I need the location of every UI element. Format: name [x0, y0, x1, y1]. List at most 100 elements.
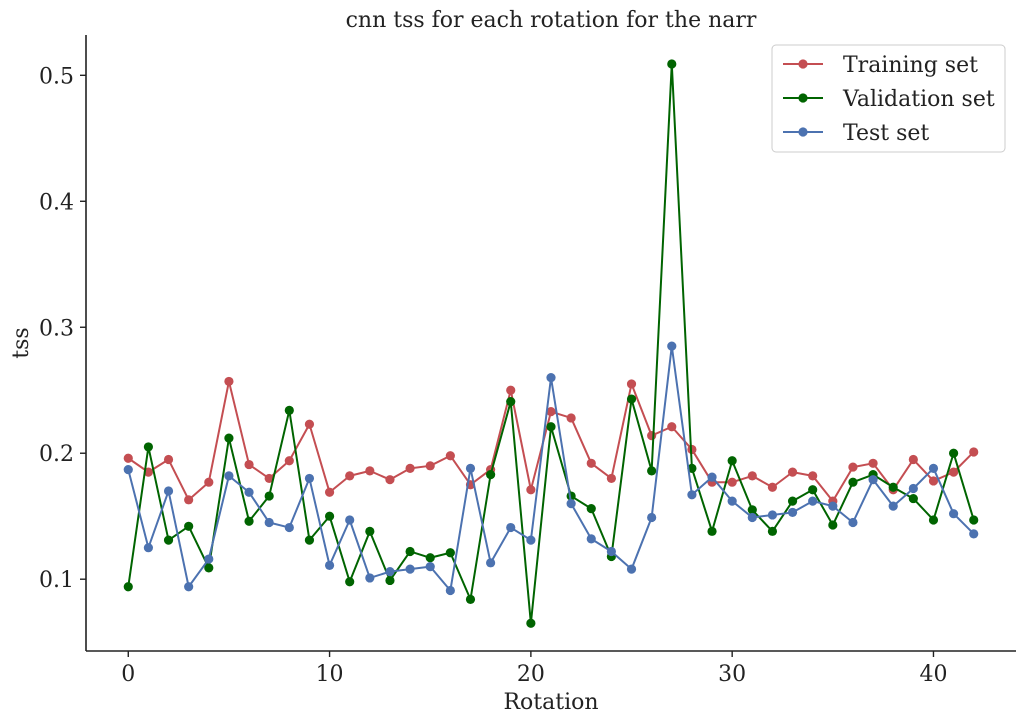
data-point — [566, 499, 576, 509]
data-point — [304, 535, 315, 545]
data-point — [284, 405, 294, 415]
chart-title: cnn tss for each rotation for the narr — [346, 8, 757, 33]
data-point — [546, 373, 556, 383]
data-point — [747, 471, 757, 481]
data-point — [888, 501, 898, 511]
data-point — [727, 456, 737, 466]
data-point — [908, 454, 918, 465]
y-ticks: 0.1 0.2 0.3 0.4 0.5 — [39, 64, 86, 593]
data-point — [365, 526, 375, 536]
data-point — [486, 470, 496, 480]
data-point — [324, 487, 335, 497]
y-tick-label: 0.4 — [39, 190, 74, 215]
data-point — [747, 505, 757, 515]
data-point — [787, 507, 798, 518]
data-point — [727, 496, 737, 506]
data-point — [224, 376, 234, 387]
series-line — [127, 380, 975, 503]
data-point — [767, 510, 778, 520]
data-point — [345, 515, 355, 525]
data-point — [606, 473, 616, 484]
data-point — [304, 473, 315, 484]
data-point — [365, 573, 375, 583]
data-point — [707, 472, 717, 482]
data-point — [969, 447, 979, 457]
data-point — [626, 394, 637, 404]
data-point — [425, 553, 435, 563]
data-point — [405, 564, 415, 574]
data-point — [445, 451, 455, 461]
data-point — [445, 548, 455, 558]
series-test-set — [123, 341, 979, 596]
data-point — [667, 59, 677, 69]
series-training-set — [123, 376, 979, 506]
data-point — [667, 422, 677, 432]
axes — [85, 35, 1016, 652]
data-point — [445, 585, 455, 596]
data-point — [908, 483, 918, 494]
data-point — [586, 534, 596, 544]
data-point — [566, 413, 576, 423]
legend-label: Training set — [843, 53, 978, 78]
data-point — [928, 476, 939, 486]
data-point — [465, 594, 476, 604]
data-point — [304, 419, 315, 429]
data-point — [465, 463, 476, 473]
y-axis-label: tss — [9, 327, 34, 358]
data-point — [184, 495, 194, 505]
data-point — [163, 486, 174, 496]
data-point — [324, 511, 335, 521]
data-point — [747, 512, 757, 523]
data-point — [345, 577, 355, 587]
x-tick-label: 40 — [919, 662, 947, 687]
data-point — [626, 564, 637, 574]
data-point — [787, 467, 798, 477]
y-tick-label: 0.3 — [39, 316, 74, 341]
data-point — [506, 522, 516, 533]
data-point — [908, 493, 918, 504]
data-point — [888, 482, 898, 492]
data-point — [264, 517, 274, 528]
data-point — [244, 487, 254, 497]
legend-marker — [798, 127, 808, 137]
data-point — [948, 467, 959, 477]
data-point — [808, 496, 818, 506]
data-point — [385, 475, 395, 485]
data-point — [405, 463, 415, 473]
data-point — [969, 529, 979, 539]
data-point — [123, 453, 133, 463]
data-point — [546, 422, 556, 432]
data-point — [405, 546, 415, 557]
data-point — [808, 471, 818, 481]
data-point — [264, 491, 274, 501]
data-point — [184, 582, 194, 592]
data-point — [767, 526, 778, 536]
data-point — [868, 475, 878, 485]
data-point — [647, 512, 657, 523]
data-point — [204, 477, 214, 487]
data-point — [647, 466, 657, 476]
plot-area — [123, 59, 979, 628]
data-point — [324, 560, 335, 570]
data-point — [365, 466, 375, 476]
data-point — [204, 554, 214, 564]
data-point — [868, 458, 878, 468]
legend-box — [771, 44, 1006, 153]
y-tick-label: 0.5 — [39, 64, 74, 89]
data-point — [526, 485, 536, 495]
data-point — [828, 501, 838, 511]
data-point — [606, 546, 616, 557]
data-point — [163, 454, 174, 465]
data-point — [425, 561, 435, 572]
x-tick-label: 0 — [121, 662, 135, 687]
data-point — [345, 471, 355, 481]
x-tick-label: 10 — [316, 662, 344, 687]
data-point — [264, 473, 274, 484]
data-point — [526, 535, 536, 545]
legend-marker — [798, 59, 808, 69]
x-tick-label: 20 — [517, 662, 545, 687]
data-point — [425, 461, 435, 471]
data-point — [928, 515, 939, 525]
x-ticks: 0 10 20 30 40 — [121, 651, 947, 687]
data-point — [486, 558, 496, 568]
